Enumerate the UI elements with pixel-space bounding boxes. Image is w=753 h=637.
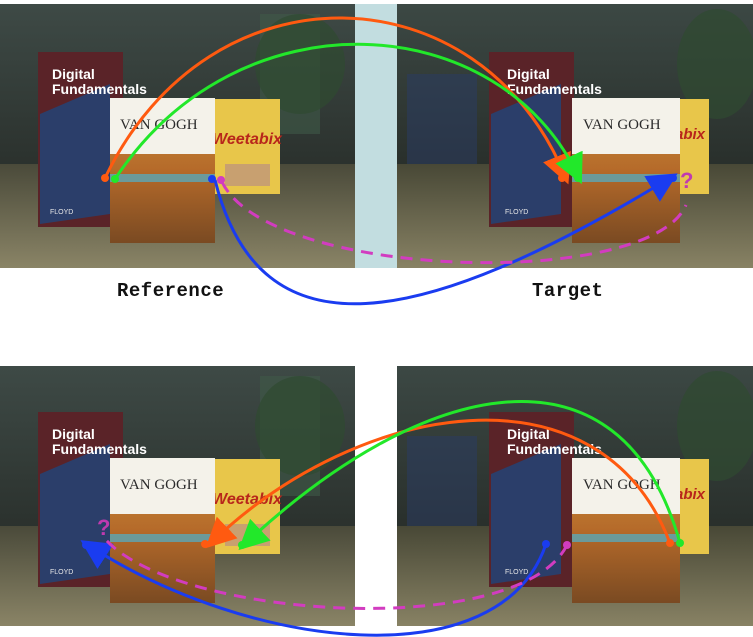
book-title-line2: Fundamentals — [52, 81, 147, 97]
book-author-bottom-target: FLOYD — [505, 569, 528, 576]
book-title-line2-bottom-target: Fundamentals — [507, 441, 602, 457]
book-author-bottom: FLOYD — [50, 569, 73, 576]
reference-image-bottom: Digital Fundamentals FLOYD Weetabix VAN … — [0, 366, 355, 626]
cereal-brand-partial: abix — [675, 126, 706, 143]
scene-target-bottom: Digital Fundamentals FLOYD abix VAN GOGH — [397, 366, 753, 626]
cereal-brand-bottom: Weetabix — [212, 491, 283, 508]
van-gogh-title-bottom-target: VAN GOGH — [583, 477, 661, 493]
weetabix-box-bottom: Weetabix — [205, 459, 283, 554]
book-title-line2-bottom: Fundamentals — [52, 441, 147, 457]
reference-caption: Reference — [117, 280, 225, 302]
van-gogh-book-target: VAN GOGH — [572, 98, 680, 243]
van-gogh-title-bottom: VAN GOGH — [120, 477, 198, 493]
book-author: FLOYD — [50, 209, 73, 216]
weetabix-box: Weetabix — [205, 99, 283, 194]
panel-divider — [355, 4, 397, 268]
book-title-line1-target: Digital — [507, 66, 550, 82]
scene-reference-top: Digital Fundamentals FLOYD Weetabix VAN … — [0, 4, 355, 268]
book-title-line2-target: Fundamentals — [507, 81, 602, 97]
book-author-target: FLOYD — [505, 209, 528, 216]
scene-target-top: Digital Fundamentals FLOYD abix VAN GOGH — [397, 4, 753, 268]
reference-image-top: Digital Fundamentals FLOYD Weetabix VAN … — [0, 4, 355, 268]
scene-reference-bottom: Digital Fundamentals FLOYD Weetabix VAN … — [0, 366, 355, 626]
van-gogh-title: VAN GOGH — [120, 117, 198, 133]
book-title-line1: Digital — [52, 66, 95, 82]
target-image-bottom: Digital Fundamentals FLOYD abix VAN GOGH — [397, 366, 753, 626]
cereal-brand: Weetabix — [212, 131, 283, 148]
book-title-line1-bottom-target: Digital — [507, 426, 550, 442]
van-gogh-book: VAN GOGH — [110, 98, 215, 243]
van-gogh-book-bottom-target: VAN GOGH — [572, 458, 680, 603]
van-gogh-book-bottom: VAN GOGH — [110, 458, 215, 603]
van-gogh-title-target: VAN GOGH — [583, 117, 661, 133]
target-caption: Target — [532, 280, 604, 302]
cereal-brand-partial-bottom: abix — [675, 486, 706, 503]
book-title-line1-bottom: Digital — [52, 426, 95, 442]
target-image-top: Digital Fundamentals FLOYD abix VAN GOGH — [397, 4, 753, 268]
